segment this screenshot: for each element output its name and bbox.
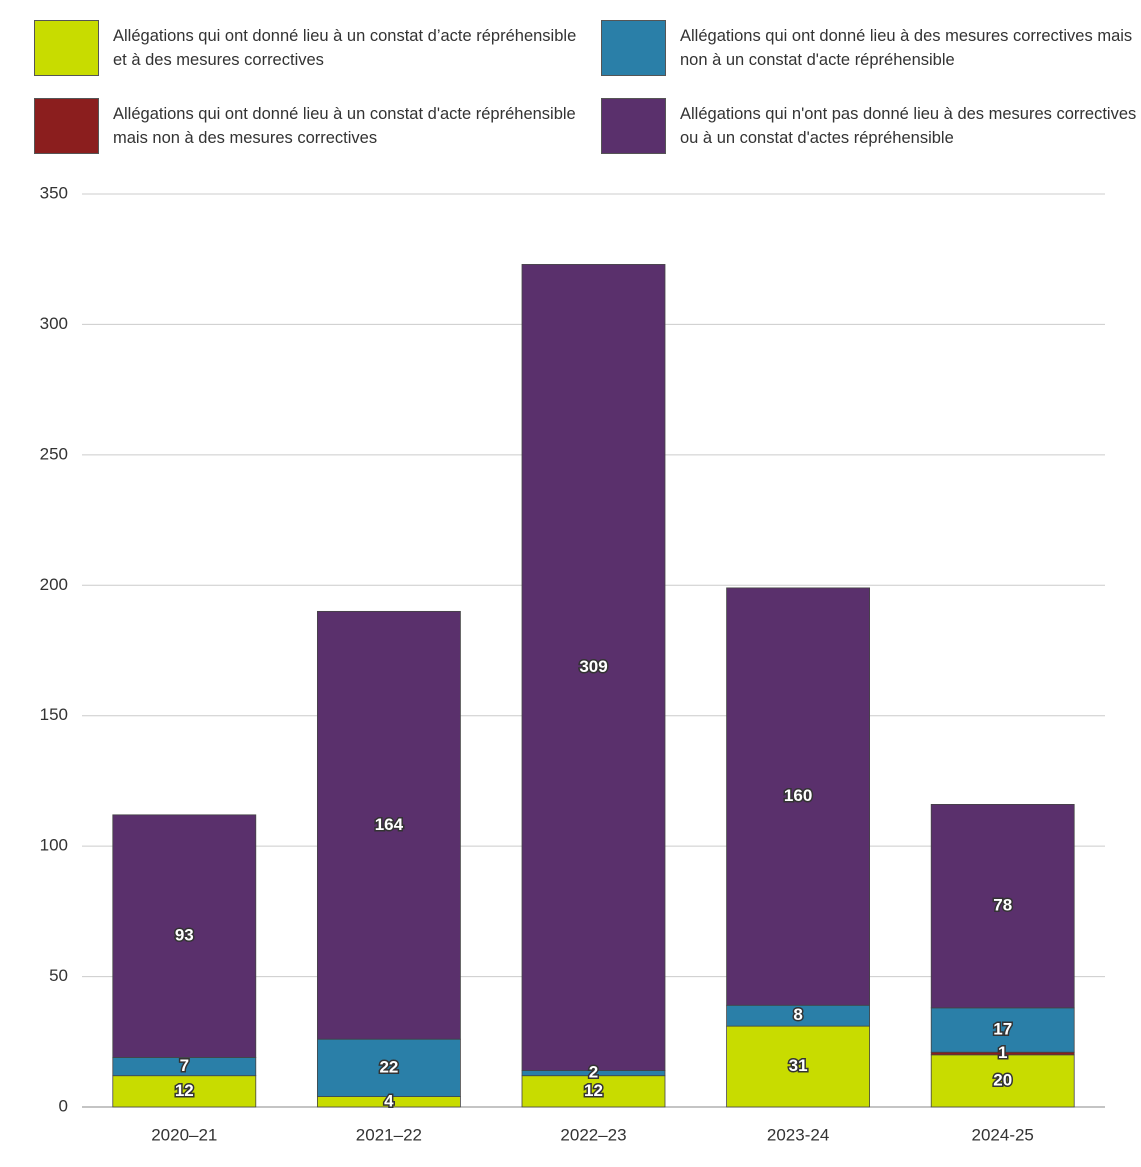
legend-item: Allégations qui ont donné lieu à un cons…	[34, 98, 583, 154]
y-tick-label: 300	[40, 314, 68, 333]
bar-segment	[521, 264, 666, 1071]
value-label: 160	[784, 786, 812, 805]
bar-segment	[726, 1025, 870, 1108]
legend-swatch	[34, 98, 99, 154]
y-tick-label: 200	[40, 575, 68, 594]
value-label: 17	[993, 1020, 1012, 1039]
value-label: 93	[175, 926, 194, 945]
value-label: 12	[175, 1081, 194, 1100]
y-tick-label: 100	[40, 836, 68, 855]
value-label: 78	[993, 896, 1012, 915]
legend-swatch	[601, 98, 666, 154]
value-label: 4	[384, 1091, 394, 1110]
x-tick-label: 2024-25	[972, 1125, 1034, 1144]
value-label: 7	[180, 1056, 189, 1075]
value-label: 20	[993, 1070, 1012, 1089]
value-label: 2	[589, 1063, 598, 1082]
value-label: 1	[998, 1043, 1007, 1062]
value-label: 8	[793, 1005, 802, 1024]
bar-segment	[316, 610, 461, 1040]
bar-segment	[521, 1075, 666, 1108]
bar-segment	[316, 1038, 461, 1097]
y-tick-label: 250	[40, 444, 68, 463]
bar-segment	[930, 1054, 1075, 1108]
value-label: 22	[379, 1057, 398, 1076]
y-tick-label: 0	[59, 1096, 68, 1115]
legend-label: Allégations qui ont donné lieu à des mes…	[680, 27, 1133, 69]
x-tick-label: 2023-24	[767, 1125, 829, 1144]
legend-item: Allégations qui ont donné lieu à des mes…	[601, 20, 1140, 76]
value-label: 164	[375, 815, 404, 834]
y-tick-label: 50	[49, 966, 68, 985]
legend-item: Allégations qui ont donné lieu à un cons…	[34, 20, 583, 76]
bar-segment	[726, 587, 870, 1006]
legend-label: Allégations qui ont donné lieu à un cons…	[113, 27, 577, 69]
legend-item: Allégations qui n'ont pas donné lieu à d…	[601, 98, 1140, 154]
bar-segment	[930, 804, 1075, 1009]
legend-label: Allégations qui n'ont pas donné lieu à d…	[680, 105, 1137, 147]
value-label: 31	[789, 1056, 808, 1075]
x-tick-label: 2021–22	[356, 1125, 422, 1144]
value-label: 12	[584, 1081, 603, 1100]
value-label: 309	[579, 657, 607, 676]
bar-segment	[930, 1007, 1075, 1053]
bar-segment	[112, 1075, 257, 1108]
legend-swatch	[601, 20, 666, 76]
y-tick-label: 150	[40, 705, 68, 724]
legend-label: Allégations qui ont donné lieu à un cons…	[113, 105, 576, 147]
bar-segment	[112, 814, 257, 1058]
legend-swatch	[34, 20, 99, 76]
y-tick-label: 350	[40, 183, 68, 202]
x-tick-label: 2022–23	[560, 1125, 626, 1144]
x-tick-label: 2020–21	[151, 1125, 217, 1144]
